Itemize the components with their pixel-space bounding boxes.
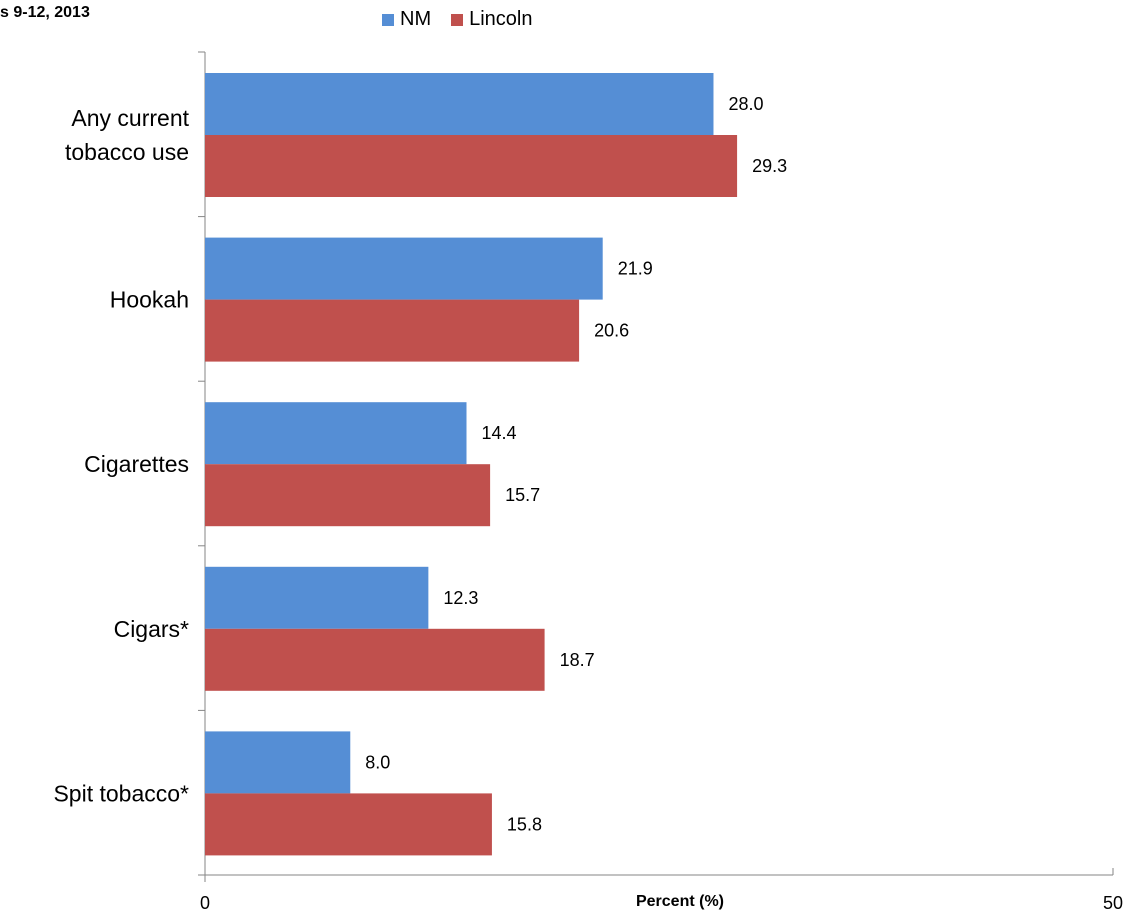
bar-nm (205, 237, 603, 300)
x-tick-label: 0 (200, 893, 210, 913)
bar-lincoln (205, 464, 491, 527)
category-label: Cigarettes (84, 451, 189, 477)
bar-nm (205, 731, 351, 794)
category-label-line: Cigars* (114, 616, 189, 642)
legend-label-nm: NM (400, 8, 432, 30)
category-label-line: Any current (71, 105, 189, 131)
category-label-line: Hookah (110, 287, 189, 313)
legend-item-nm: NM (382, 8, 431, 31)
data-label: 28.0 (728, 94, 763, 114)
category-label: Cigars* (114, 616, 189, 642)
bar-nm (205, 73, 714, 135)
category-label-line: Spit tobacco* (53, 780, 189, 806)
category-label: Hookah (110, 287, 189, 313)
data-label: 21.9 (618, 259, 653, 279)
data-label: 12.3 (443, 588, 478, 608)
category-label-line: tobacco use (65, 139, 189, 165)
legend-swatch-lincoln (451, 13, 464, 26)
bar-lincoln (205, 793, 492, 856)
x-axis-title: Percent (%) (636, 893, 724, 910)
data-label: 18.7 (560, 650, 595, 670)
data-label: 14.4 (482, 423, 517, 443)
data-label: 8.0 (365, 752, 390, 772)
category-label-line: Cigarettes (84, 451, 189, 477)
bar-lincoln (205, 135, 738, 197)
data-label: 29.3 (752, 156, 787, 176)
bar-nm (205, 566, 429, 629)
legend-label-lincoln: Lincoln (469, 8, 533, 30)
legend: NM Lincoln (382, 8, 553, 31)
bar-nm (205, 402, 467, 465)
data-label: 15.8 (507, 814, 542, 834)
legend-item-lincoln: Lincoln (451, 8, 533, 31)
data-label: 15.7 (505, 485, 540, 505)
x-tick-label: 50 (1103, 893, 1123, 913)
bar-lincoln (205, 299, 580, 362)
legend-swatch-nm (382, 13, 394, 26)
category-label: Any current tobacco use (65, 105, 190, 165)
chart-title: s 9-12, 2013 (0, 4, 90, 21)
data-label: 20.6 (594, 321, 629, 341)
category-label: Spit tobacco* (53, 780, 189, 806)
bar-lincoln (205, 628, 545, 691)
